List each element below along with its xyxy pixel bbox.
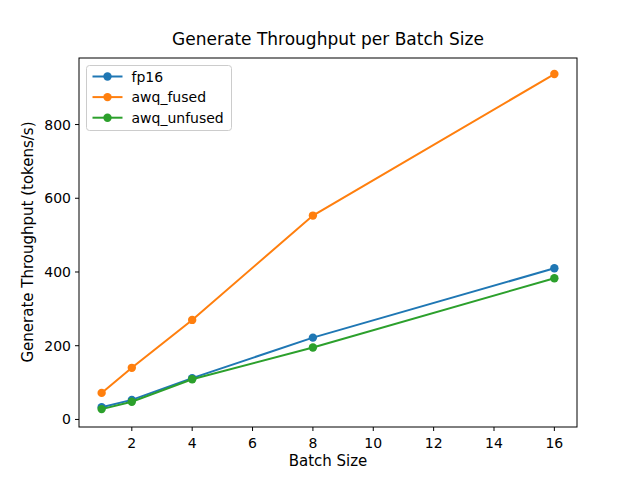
x-axis-label: Batch Size — [289, 452, 368, 470]
y-tick-label: 600 — [44, 190, 71, 206]
x-tick-label: 4 — [188, 435, 197, 451]
series-marker-awq_unfused — [97, 405, 105, 413]
series-marker-awq_fused — [128, 364, 136, 372]
series-marker-awq_fused — [550, 70, 558, 78]
x-tick-label: 12 — [425, 435, 443, 451]
x-tick-label: 2 — [127, 435, 136, 451]
x-tick-label: 14 — [485, 435, 503, 451]
x-tick-label: 6 — [248, 435, 257, 451]
legend-marker — [103, 114, 111, 122]
series-marker-awq_unfused — [128, 398, 136, 406]
y-axis-label: Generate Throughput (tokens/s) — [19, 121, 37, 362]
legend-marker — [103, 93, 111, 101]
chart-title: Generate Throughput per Batch Size — [172, 29, 484, 49]
series-marker-awq_unfused — [188, 375, 196, 383]
series-marker-fp16 — [309, 333, 317, 341]
x-tick-label: 8 — [308, 435, 317, 451]
series-marker-awq_unfused — [550, 274, 558, 282]
series-marker-fp16 — [550, 264, 558, 272]
legend-label-awq_unfused: awq_unfused — [132, 110, 224, 126]
y-tick-label: 200 — [44, 338, 71, 354]
y-tick-label: 400 — [44, 264, 71, 280]
chart-figure: 2 4 6 8 10 12 14 16 0 200 400 600 800 Generate Throug… — [0, 0, 640, 480]
x-tick-label: 16 — [545, 435, 563, 451]
legend-marker — [103, 72, 111, 80]
x-tick-label: 10 — [364, 435, 382, 451]
series-marker-awq_fused — [309, 211, 317, 219]
legend-label-fp16: fp16 — [132, 69, 164, 85]
series-marker-awq_fused — [97, 389, 105, 397]
series-marker-awq_fused — [188, 316, 196, 324]
series-marker-awq_unfused — [309, 343, 317, 351]
y-tick-label: 0 — [62, 411, 71, 427]
chart-canvas: 2 4 6 8 10 12 14 16 0 200 400 600 800 Generate Throug… — [0, 0, 640, 480]
legend-label-awq_fused: awq_fused — [132, 89, 207, 105]
y-tick-label: 800 — [44, 117, 71, 133]
